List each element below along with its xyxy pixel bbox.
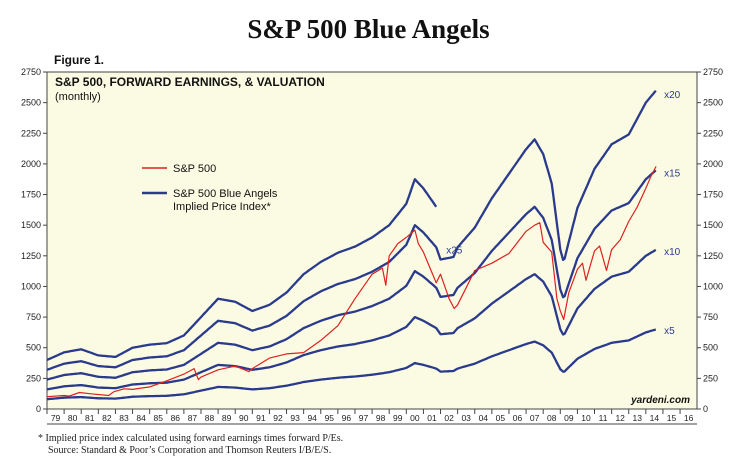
x-tick-label: 16 [684, 413, 694, 423]
chart-subtitle: (monthly) [55, 91, 101, 103]
footnote-1: * Implied price index calculated using f… [38, 433, 344, 444]
x-tick-label: 91 [256, 413, 266, 423]
y-tick-label-right: 2000 [703, 159, 723, 169]
series-label-x20: x20 [664, 90, 681, 101]
x-tick-label: 93 [290, 413, 300, 423]
y-tick-label-left: 2500 [21, 98, 41, 108]
y-tick-label-left: 0 [36, 404, 41, 414]
y-tick-label-right: 2250 [703, 128, 723, 138]
x-tick-label: 84 [136, 413, 146, 423]
y-tick-label-right: 1500 [703, 220, 723, 230]
series-line-sp500 [46, 166, 657, 398]
x-tick-label: 09 [564, 413, 574, 423]
x-tick-label: 05 [496, 413, 506, 423]
y-tick-label-right: 1250 [703, 251, 723, 261]
x-tick-label: 89 [222, 413, 232, 423]
x-tick-label: 97 [359, 413, 369, 423]
x-tick-label: 90 [239, 413, 249, 423]
legend-label-angels-sub: Implied Price Index* [173, 201, 272, 213]
y-tick-label-right: 2750 [703, 67, 723, 77]
series-label-x15: x15 [664, 168, 681, 179]
y-tick-label-left: 1250 [21, 251, 41, 261]
x-tick-label: 04 [479, 413, 489, 423]
x-tick-label: 14 [650, 413, 660, 423]
x-tick-label: 92 [273, 413, 283, 423]
series-line-x15 [46, 169, 657, 381]
x-tick-label: 15 [667, 413, 677, 423]
x-tick-label: 80 [68, 413, 78, 423]
y-tick-label-right: 0 [703, 404, 708, 414]
x-tick-label: 08 [547, 413, 557, 423]
x-tick-label: 02 [444, 413, 454, 423]
x-tick-label: 79 [51, 413, 61, 423]
x-tick-label: 86 [171, 413, 181, 423]
x-tick-label: 81 [85, 413, 95, 423]
legend-label-sp500: S&P 500 [173, 163, 216, 175]
x-tick-label: 06 [513, 413, 523, 423]
x-tick-label: 96 [342, 413, 352, 423]
x-tick-label: 98 [376, 413, 386, 423]
y-tick-label-right: 750 [703, 312, 718, 322]
x-tick-label: 11 [599, 413, 608, 423]
x-tick-label: 94 [307, 413, 317, 423]
footnote-2: Source: Standard & Poor’s Corporation an… [48, 445, 332, 456]
x-tick-label: 00 [410, 413, 420, 423]
x-tick-label: 13 [633, 413, 643, 423]
y-tick-label-right: 250 [703, 373, 718, 383]
series-label-x25: x25 [446, 246, 463, 257]
watermark: yardeni.com [630, 395, 690, 406]
y-tick-label-left: 750 [26, 312, 41, 322]
x-tick-label: 87 [188, 413, 198, 423]
x-tick-label: 82 [102, 413, 112, 423]
y-tick-label-left: 2000 [21, 159, 41, 169]
y-tick-label-left: 1000 [21, 281, 41, 291]
x-tick-label: 85 [153, 413, 163, 423]
y-tick-label-left: 250 [26, 373, 41, 383]
y-tick-label-left: 2250 [21, 128, 41, 138]
y-tick-label-left: 2750 [21, 67, 41, 77]
x-tick-label: 12 [615, 413, 625, 423]
series-line-x20 [46, 89, 657, 371]
main-title: S&P 500 Blue Angels [247, 14, 490, 44]
x-tick-label: 07 [530, 413, 540, 423]
y-tick-label-right: 1750 [703, 190, 723, 200]
x-tick-label: 99 [393, 413, 403, 423]
x-tick-label: 95 [325, 413, 335, 423]
legend-label-angels: S&P 500 Blue Angels [173, 188, 278, 200]
series-label-x10: x10 [664, 247, 681, 258]
x-tick-label: 03 [461, 413, 471, 423]
legend: S&P 500 S&P 500 Blue Angels Implied Pric… [142, 163, 278, 213]
series-layer: x20 x15 x10 x5 x25 [46, 89, 681, 401]
y-tick-label-right: 500 [703, 343, 718, 353]
y-tick-label-right: 2500 [703, 98, 723, 108]
x-tick-label: 01 [427, 413, 437, 423]
y-tick-label-left: 1750 [21, 190, 41, 200]
chart-title: S&P 500, FORWARD EARNINGS, & VALUATION [55, 75, 325, 89]
y-tick-label-left: 500 [26, 343, 41, 353]
figure-label: Figure 1. [54, 53, 105, 67]
series-line-x25 [46, 178, 438, 362]
y-tick-label-left: 1500 [21, 220, 41, 230]
series-line-x10 [46, 248, 657, 391]
series-line-x5 [46, 328, 657, 401]
x-tick-label: 83 [119, 413, 129, 423]
x-tick-label: 88 [205, 413, 215, 423]
x-tick-label: 10 [581, 413, 591, 423]
series-label-x5: x5 [664, 326, 675, 337]
y-tick-label-right: 1000 [703, 281, 723, 291]
